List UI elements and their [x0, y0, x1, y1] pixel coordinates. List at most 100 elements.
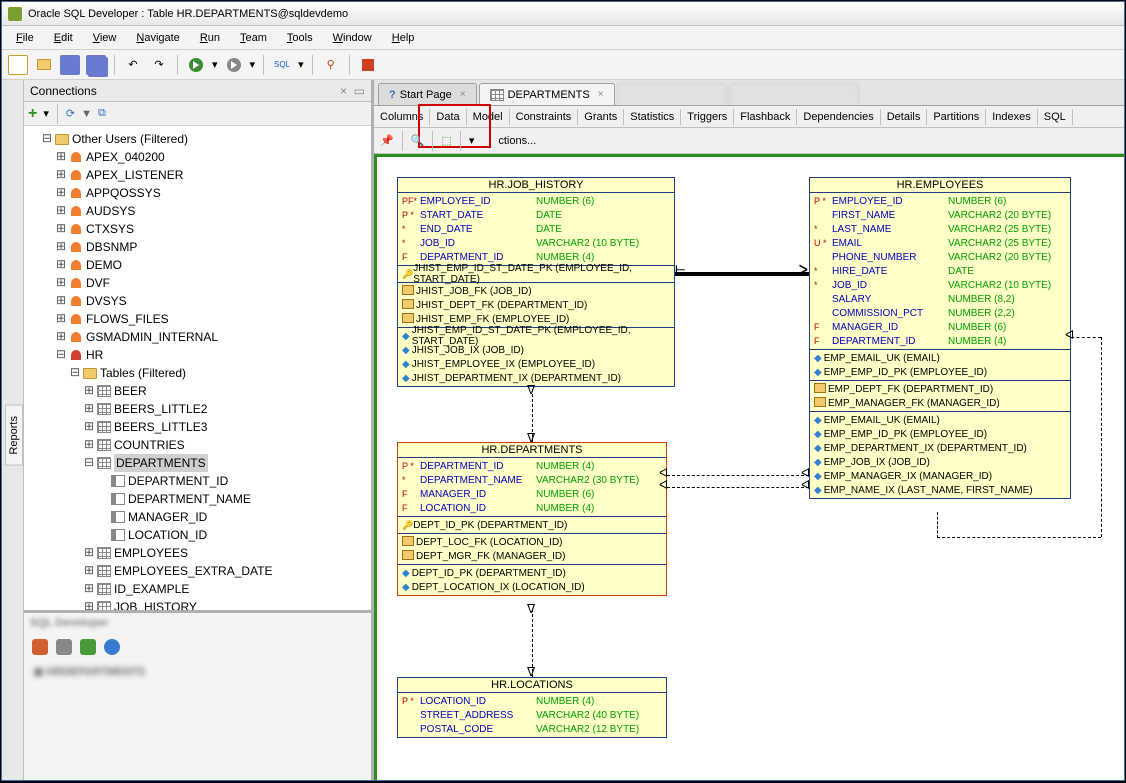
entity-departments[interactable]: HR.DEPARTMENTSP *DEPARTMENT_IDNUMBER (4)… — [397, 442, 667, 596]
subtab-flashback[interactable]: Flashback — [734, 109, 797, 125]
minimize-panel-icon[interactable]: × — [340, 84, 347, 98]
ghost-tab-2[interactable] — [729, 83, 859, 105]
layout-icon[interactable]: ⬚ — [441, 134, 451, 147]
undo-icon[interactable]: ↶ — [123, 55, 143, 75]
ghost-tab-1[interactable] — [617, 83, 727, 105]
filter-icon[interactable]: ▼ — [81, 108, 92, 120]
tree-audsys[interactable]: ⊞AUDSYS — [26, 202, 369, 220]
subtab-columns[interactable]: Columns — [374, 109, 430, 125]
tree-department-name[interactable]: DEPARTMENT_NAME — [26, 490, 369, 508]
menu-bar: FileEditViewNavigate RunTeamToolsWindowHe… — [2, 26, 1124, 50]
reports-tab[interactable]: Reports — [5, 405, 23, 466]
find-icon[interactable]: ⚲ — [321, 55, 341, 75]
lower-panel-text: ◼ HRDEPARTMENTS — [24, 659, 371, 684]
tree-countries[interactable]: ⊞COUNTRIES — [26, 436, 369, 454]
menu-tools[interactable]: Tools — [279, 30, 321, 46]
menu-file[interactable]: File — [8, 30, 42, 46]
tree-beer[interactable]: ⊞BEER — [26, 382, 369, 400]
tree-beers-little2[interactable]: ⊞BEERS_LITTLE2 — [26, 400, 369, 418]
subtab-grants[interactable]: Grants — [578, 109, 624, 125]
subtab-details[interactable]: Details — [881, 109, 928, 125]
run-dropdown-icon[interactable]: ▾ — [212, 58, 218, 71]
debug-icon[interactable] — [224, 55, 244, 75]
expand-icon[interactable]: ⧉ — [98, 107, 106, 120]
departments-tab[interactable]: DEPARTMENTS× — [479, 83, 615, 105]
tree-other-users-filtered-[interactable]: ⊟Other Users (Filtered) — [26, 130, 369, 148]
redo-icon[interactable]: ↷ — [149, 55, 169, 75]
menu-edit[interactable]: Edit — [46, 30, 81, 46]
pin-icon[interactable]: 📌 — [380, 134, 394, 147]
open-icon[interactable] — [34, 55, 54, 75]
lower-panel-title: SQL Developer — [24, 613, 371, 635]
tree-dvf[interactable]: ⊞DVF — [26, 274, 369, 292]
entity-employees[interactable]: HR.EMPLOYEESP *EMPLOYEE_IDNUMBER (6)FIRS… — [809, 177, 1071, 499]
connections-toolbar: + ▾ ⟳ ▼ ⧉ — [24, 102, 371, 126]
subtab-triggers[interactable]: Triggers — [681, 109, 734, 125]
debug-dropdown-icon[interactable]: ▾ — [250, 58, 256, 71]
tree-hr[interactable]: ⊟HR — [26, 346, 369, 364]
run-icon[interactable] — [186, 55, 206, 75]
connections-tree[interactable]: ⊟Other Users (Filtered)⊞APEX_040200⊞APEX… — [24, 126, 371, 610]
tree-department-id[interactable]: DEPARTMENT_ID — [26, 472, 369, 490]
menu-team[interactable]: Team — [232, 30, 275, 46]
subtab-constraints[interactable]: Constraints — [510, 109, 579, 125]
subtab-data[interactable]: Data — [430, 109, 466, 125]
conn-emp-self-b2 — [937, 512, 938, 538]
saveall-icon[interactable] — [86, 55, 106, 75]
tree-ctxsys[interactable]: ⊞CTXSYS — [26, 220, 369, 238]
tree-appqossys[interactable]: ⊞APPQOSSYS — [26, 184, 369, 202]
tree-apex-040200[interactable]: ⊞APEX_040200 — [26, 148, 369, 166]
tree-employees-extra-date[interactable]: ⊞EMPLOYEES_EXTRA_DATE — [26, 562, 369, 580]
actions-dropdown-icon[interactable]: ▾ — [469, 134, 475, 147]
lp-icon-1[interactable] — [32, 639, 48, 655]
tree-flows-files[interactable]: ⊞FLOWS_FILES — [26, 310, 369, 328]
tree-id-example[interactable]: ⊞ID_EXAMPLE — [26, 580, 369, 598]
menu-window[interactable]: Window — [325, 30, 380, 46]
tree-manager-id[interactable]: MANAGER_ID — [26, 508, 369, 526]
subtab-sql[interactable]: SQL — [1038, 109, 1073, 125]
tree-demo[interactable]: ⊞DEMO — [26, 256, 369, 274]
add-dropdown-icon[interactable]: ▾ — [43, 107, 49, 120]
conn-dept-emp-top — [667, 475, 809, 476]
lp-icon-2[interactable] — [56, 639, 72, 655]
sql-icon[interactable]: SQL — [272, 55, 292, 75]
side-tabs: Reports — [2, 80, 24, 780]
menu-help[interactable]: Help — [384, 30, 423, 46]
tree-beers-little3[interactable]: ⊞BEERS_LITTLE3 — [26, 418, 369, 436]
dock-panel-icon[interactable]: ▭ — [354, 84, 365, 98]
refresh-tree-icon[interactable]: ⟳ — [66, 107, 75, 120]
sql-dropdown-icon[interactable]: ▾ — [298, 58, 304, 71]
menu-run[interactable]: Run — [192, 30, 228, 46]
tree-departments[interactable]: ⊟DEPARTMENTS — [26, 454, 369, 472]
subtab-statistics[interactable]: Statistics — [624, 109, 681, 125]
tree-job-history[interactable]: ⊞JOB_HISTORY — [26, 598, 369, 610]
model-toolbar: 📌 🔍 ⬚ ▾ ctions... — [374, 128, 1124, 154]
conn-emp-self-b — [937, 537, 1101, 538]
new-icon[interactable] — [8, 55, 28, 75]
tree-dbsnmp[interactable]: ⊞DBSNMP — [26, 238, 369, 256]
lp-icon-3[interactable] — [80, 639, 96, 655]
zoom-icon[interactable]: 🔍 — [411, 134, 425, 147]
tree-location-id[interactable]: LOCATION_ID — [26, 526, 369, 544]
subtab-partitions[interactable]: Partitions — [927, 109, 986, 125]
start-page-tab[interactable]: ? Start Page× — [378, 83, 477, 105]
save-icon[interactable] — [60, 55, 80, 75]
subtab-model[interactable]: Model — [467, 109, 510, 125]
tree-employees[interactable]: ⊞EMPLOYEES — [26, 544, 369, 562]
lp-icon-4[interactable] — [104, 639, 120, 655]
tree-dvsys[interactable]: ⊞DVSYS — [26, 292, 369, 310]
actions-label[interactable]: ctions... — [498, 135, 536, 147]
add-conn-icon[interactable]: + — [28, 105, 37, 123]
tree-tables-filtered-[interactable]: ⊟Tables (Filtered) — [26, 364, 369, 382]
menu-view[interactable]: View — [85, 30, 125, 46]
model-canvas[interactable]: HR.JOB_HISTORYPF*EMPLOYEE_IDNUMBER (6)P … — [374, 154, 1124, 780]
menu-navigate[interactable]: Navigate — [128, 30, 187, 46]
conn-emp-self-h — [1071, 337, 1101, 338]
tree-apex-listener[interactable]: ⊞APEX_LISTENER — [26, 166, 369, 184]
tree-gsmadmin-internal[interactable]: ⊞GSMADMIN_INTERNAL — [26, 328, 369, 346]
entity-locations[interactable]: HR.LOCATIONSP *LOCATION_IDNUMBER (4)STRE… — [397, 677, 667, 738]
subtab-dependencies[interactable]: Dependencies — [797, 109, 880, 125]
stop-icon[interactable] — [358, 55, 378, 75]
subtab-indexes[interactable]: Indexes — [986, 109, 1038, 125]
entity-job-history[interactable]: HR.JOB_HISTORYPF*EMPLOYEE_IDNUMBER (6)P … — [397, 177, 675, 387]
